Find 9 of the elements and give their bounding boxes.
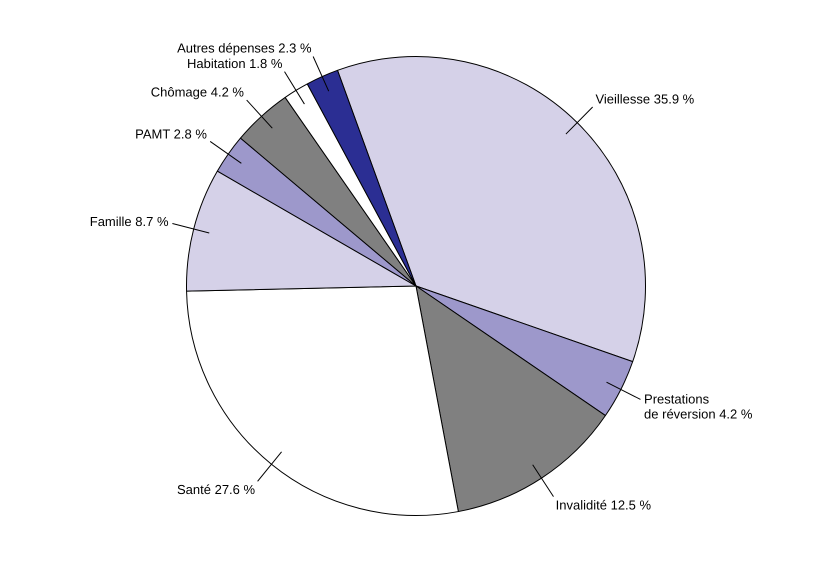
slice-label: Habitation 1.8 % [187, 56, 283, 71]
slice-label: Santé 27.6 % [177, 482, 256, 498]
slice-label: Invalidité 12.5 % [556, 498, 652, 513]
slice-label: Chômage 4.2 % [150, 84, 244, 100]
slice-label: Prestations de réversion 4.2 % [644, 391, 753, 422]
slice-label: Famille 8.7 % [90, 214, 169, 230]
slice-label: Vieillesse 35.9 % [595, 92, 695, 107]
slice-label: Autres dépenses 2.3 % [177, 40, 312, 56]
slice-label: PAMT 2.8 % [135, 126, 208, 142]
